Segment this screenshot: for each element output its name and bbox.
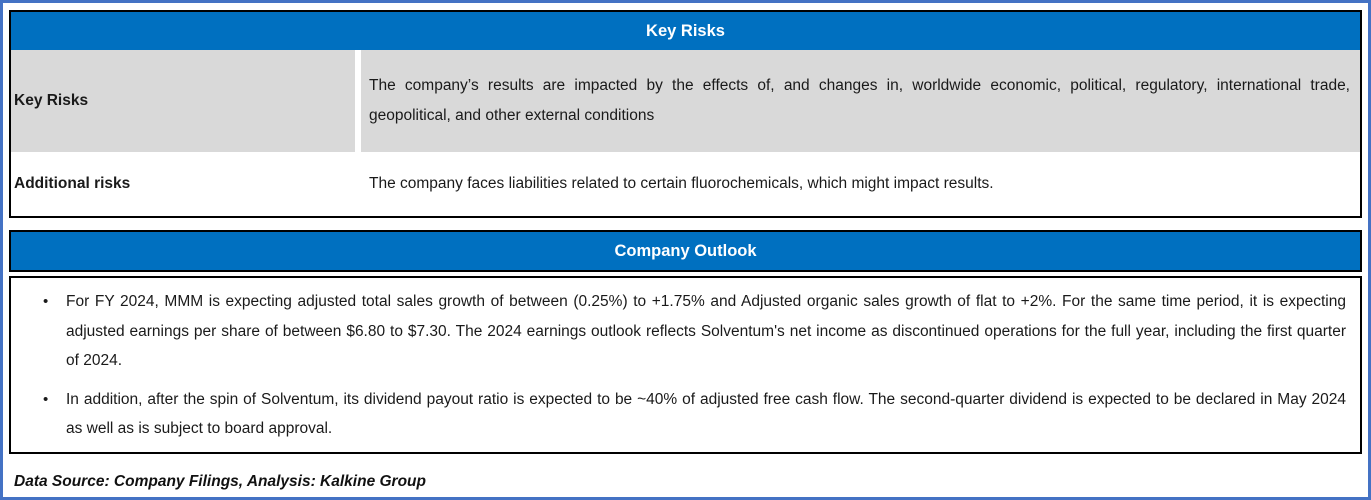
risk-row-text: The company faces liabilities related to… xyxy=(361,152,1360,216)
company-outlook-header-title: Company Outlook xyxy=(614,241,757,260)
table-row: Additional risks The company faces liabi… xyxy=(11,152,1360,216)
company-outlook-header-box: Company Outlook xyxy=(9,230,1362,272)
table-row: Key Risks The company’s results are impa… xyxy=(11,50,1360,152)
risk-row-label: Additional risks xyxy=(11,152,355,216)
bullet-icon: • xyxy=(43,390,49,408)
key-risks-header-title: Key Risks xyxy=(646,21,725,40)
list-item: • For FY 2024, MMM is expecting adjusted… xyxy=(21,287,1350,376)
key-risks-table: Key Risks Key Risks The company’s result… xyxy=(9,10,1362,218)
company-outlook-table-header: Company Outlook xyxy=(11,232,1360,270)
bullet-icon: • xyxy=(43,293,49,310)
risk-row-text: The company’s results are impacted by th… xyxy=(361,50,1360,152)
risk-row-label: Key Risks xyxy=(11,50,355,152)
outlook-bullet-text: In addition, after the spin of Solventum… xyxy=(66,390,1346,438)
data-source-note: Data Source: Company Filings, Analysis: … xyxy=(14,472,426,490)
column-gutter xyxy=(355,50,361,152)
outlook-bullet-text: For FY 2024, MMM is expecting adjusted t… xyxy=(66,293,1346,369)
list-item: • In addition, after the spin of Solvent… xyxy=(21,385,1350,444)
key-risks-table-header: Key Risks xyxy=(11,12,1360,50)
company-outlook-body: • For FY 2024, MMM is expecting adjusted… xyxy=(9,276,1362,454)
column-gutter xyxy=(355,152,361,216)
